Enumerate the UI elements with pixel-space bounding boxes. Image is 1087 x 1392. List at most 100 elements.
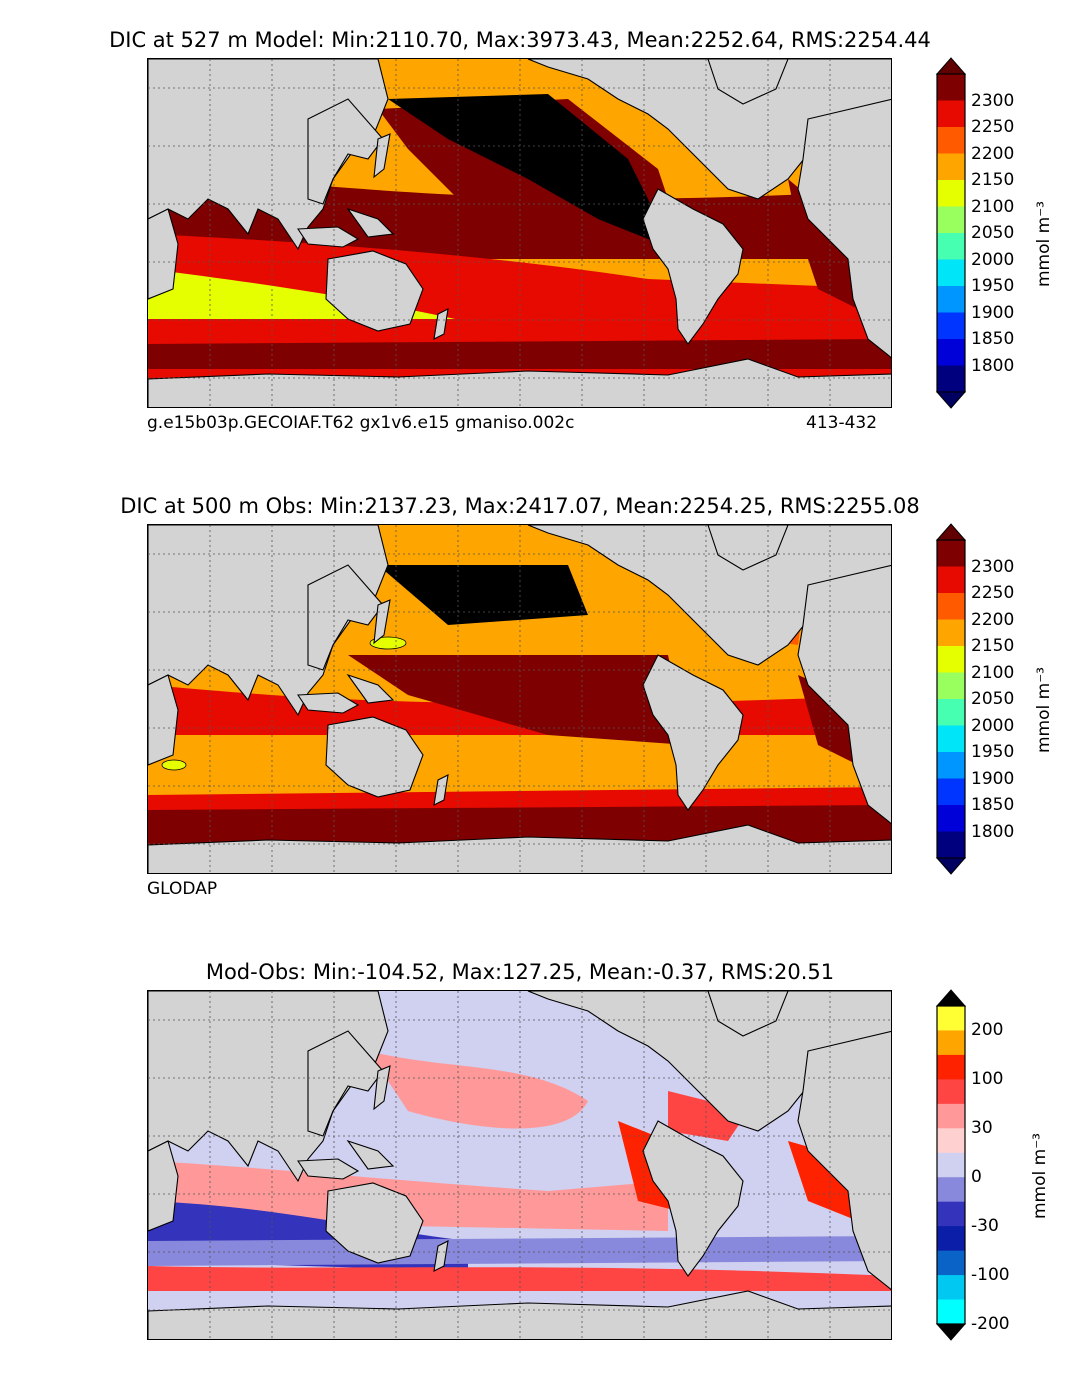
colorbar-extend-low xyxy=(935,1323,967,1341)
panel-diff-colorbar xyxy=(935,989,967,1341)
colorbar-tick-label: 200 xyxy=(971,1020,1004,1041)
colorbar-tick-label: 1850 xyxy=(971,329,1015,349)
colorbar-tick-label: 100 xyxy=(971,1069,1004,1090)
panel-diff: Mod-Obs: Min:-104.52, Max:127.25, Mean:-… xyxy=(0,932,1087,1392)
colorbar-extend-low xyxy=(935,391,967,409)
panel-model-colorbar-unit: mmol m⁻³ xyxy=(1034,201,1054,287)
land-shape xyxy=(325,250,424,332)
colorbar-segment xyxy=(937,127,965,154)
panel-diff-colorbar-unit: mmol m⁻³ xyxy=(1030,1133,1050,1219)
field-region xyxy=(378,565,588,625)
land-shape xyxy=(797,564,891,825)
colorbar-segment xyxy=(937,1226,965,1252)
panel-diff-map xyxy=(147,990,892,1340)
colorbar-extend-low xyxy=(935,857,967,875)
colorbar-segment xyxy=(937,1128,965,1154)
field-spot xyxy=(369,636,407,650)
land-shape xyxy=(433,1240,449,1272)
colorbar-tick-label: 1800 xyxy=(971,821,1015,842)
panel-model-title: DIC at 527 m Model: Min:2110.70, Max:397… xyxy=(109,28,931,52)
field-spot xyxy=(161,759,187,771)
land-shape xyxy=(642,188,744,345)
colorbar-segment xyxy=(937,339,965,366)
colorbar-segment xyxy=(937,153,965,181)
colorbar-tick-label: 2000 xyxy=(971,249,1015,270)
colorbar-tick-label: 2100 xyxy=(971,196,1015,217)
land-shape xyxy=(148,991,389,1183)
colorbar-segment xyxy=(937,1054,965,1080)
land-shape xyxy=(297,226,360,248)
colorbar-segment xyxy=(937,1152,965,1178)
land-shape xyxy=(297,1158,360,1180)
land-shape xyxy=(297,692,360,714)
land-shape xyxy=(373,133,391,179)
land-shape xyxy=(373,1065,391,1111)
panel-diff-title: Mod-Obs: Min:-104.52, Max:127.25, Mean:-… xyxy=(205,960,835,984)
field-region xyxy=(388,94,673,249)
panel-obs: DIC at 500 m Obs: Min:2137.23, Max:2417.… xyxy=(0,466,1087,926)
colorbar-extend-high xyxy=(935,57,967,75)
colorbar-segment xyxy=(937,619,965,647)
colorbar-segment xyxy=(937,752,965,779)
colorbar-tick-label: 2200 xyxy=(971,143,1015,164)
colorbar-tick-label: 1800 xyxy=(971,355,1015,376)
colorbar-tick-label: 30 xyxy=(971,1118,993,1139)
colorbar-segment xyxy=(937,646,965,673)
colorbar-segment xyxy=(937,1201,965,1227)
colorbar-tick-label: 2000 xyxy=(971,715,1015,736)
panel-model: DIC at 527 m Model: Min:2110.70, Max:397… xyxy=(0,0,1087,460)
colorbar-segment xyxy=(937,725,965,753)
colorbar-segment xyxy=(937,593,965,620)
colorbar-segment xyxy=(937,566,965,594)
land-shape xyxy=(148,208,179,300)
land-masses xyxy=(148,525,891,873)
panel-model-caption-right: 413-432 xyxy=(806,413,878,433)
field-region xyxy=(348,655,688,745)
colorbar-segment xyxy=(937,699,965,726)
colorbar-tick-label: 2200 xyxy=(971,609,1015,630)
colorbar-segment xyxy=(937,1079,965,1105)
colorbar-tick-label: 2050 xyxy=(971,689,1015,709)
land-shape xyxy=(797,1030,891,1291)
colorbar-tick-label: -100 xyxy=(971,1265,1010,1286)
colorbar-segment xyxy=(937,312,965,340)
colorbar-segment xyxy=(937,259,965,287)
model-map-svg xyxy=(148,59,891,407)
colorbar-segment xyxy=(937,1030,965,1056)
panel-obs-title: DIC at 500 m Obs: Min:2137.23, Max:2417.… xyxy=(120,494,920,518)
panel-model-colorbar xyxy=(935,57,967,409)
colorbar-segment xyxy=(937,778,965,806)
land-shape xyxy=(148,674,179,766)
panel-model-caption-left: g.e15b03p.GECOIAF.T62 gx1v6.e15 gmaniso.… xyxy=(147,413,575,433)
field-band xyxy=(148,339,891,369)
land-shape xyxy=(148,525,389,717)
colorbar-segment xyxy=(937,1250,965,1276)
land-shape xyxy=(642,654,744,811)
land-shape xyxy=(346,207,395,238)
colorbar-segment xyxy=(937,233,965,260)
colorbar-tick-label: 2150 xyxy=(971,636,1015,656)
colorbar-segment xyxy=(937,74,965,101)
land-shape xyxy=(373,599,391,645)
land-shape xyxy=(642,1120,744,1277)
colorbar-tick-label: -200 xyxy=(971,1314,1010,1334)
colorbar-tick-label: 1900 xyxy=(971,768,1015,789)
colorbar-tick-label: 2100 xyxy=(971,662,1015,683)
colorbar-tick-label: 2300 xyxy=(971,90,1015,111)
land-shape xyxy=(325,716,424,798)
field-region xyxy=(668,1091,748,1141)
colorbar-tick-label: 2150 xyxy=(971,170,1015,190)
colorbar-tick-label: 1850 xyxy=(971,795,1015,815)
land-shape xyxy=(433,774,449,806)
colorbar-segment xyxy=(937,1275,965,1301)
colorbar-tick-label: 1900 xyxy=(971,302,1015,323)
colorbar-segment xyxy=(937,1006,965,1031)
colorbar-tick-label: 1950 xyxy=(971,276,1015,296)
colorbar-segment xyxy=(937,100,965,128)
panel-obs-colorbar-unit: mmol m⁻³ xyxy=(1034,667,1054,753)
colorbar-tick-label: 2300 xyxy=(971,556,1015,577)
land-shape xyxy=(148,1140,179,1232)
colorbar-segment xyxy=(937,1103,965,1129)
land-shape xyxy=(307,98,384,205)
colorbar-segment xyxy=(937,1177,965,1203)
